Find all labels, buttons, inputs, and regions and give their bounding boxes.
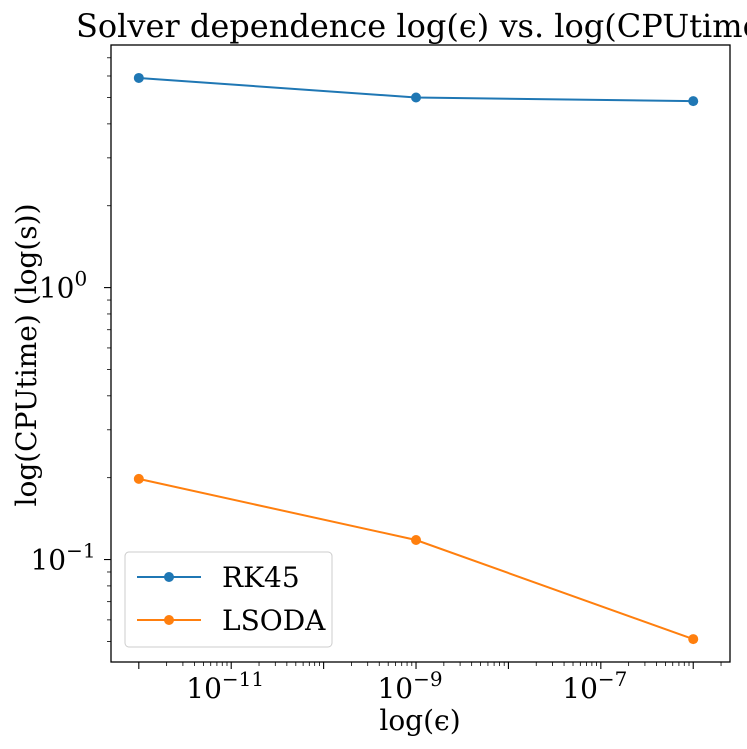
data-point-lsoda xyxy=(688,634,699,645)
data-point-rk45 xyxy=(688,96,699,107)
legend-marker-rk45 xyxy=(164,572,174,582)
y-axis-ticks: 100 10−1 xyxy=(30,57,111,642)
data-point-rk45 xyxy=(133,72,144,83)
plot-area-frame xyxy=(110,44,731,663)
data-point-lsoda xyxy=(411,534,422,545)
x-axis-label: log(ϵ) xyxy=(379,704,460,737)
legend: RK45 LSODA xyxy=(124,551,333,648)
data-point-lsoda xyxy=(133,473,144,484)
series-layer xyxy=(133,72,699,645)
data-point-rk45 xyxy=(411,92,422,103)
legend-box xyxy=(124,551,333,648)
y-tick-label: 100 xyxy=(39,267,87,305)
legend-marker-lsoda xyxy=(164,615,174,625)
x-tick-label: 10−11 xyxy=(186,667,264,705)
x-tick-label: 10−9 xyxy=(377,667,442,705)
x-tick-label: 10−7 xyxy=(562,667,627,705)
y-axis-label: log(CPUtime) (log(s)) xyxy=(10,204,43,507)
legend-label-lsoda: LSODA xyxy=(222,604,326,637)
y-tick-label: 10−1 xyxy=(30,539,95,577)
x-axis-ticks: 10−11 10−9 10−7 xyxy=(138,662,722,705)
legend-label-rk45: RK45 xyxy=(222,561,300,594)
chart-title: Solver dependence log(ϵ) vs. log(CPUtime… xyxy=(76,7,747,45)
